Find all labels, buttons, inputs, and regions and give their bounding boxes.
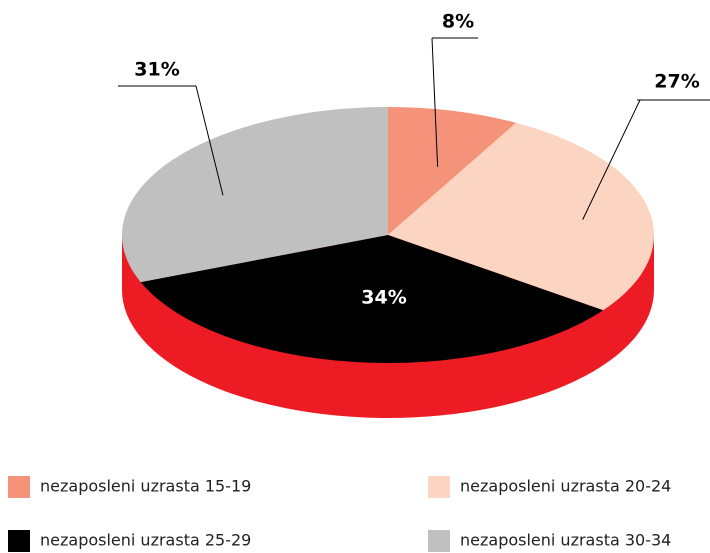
pie-slice xyxy=(388,122,654,311)
legend-label: nezaposleni uzrasta 20-24 xyxy=(460,477,671,496)
legend-swatch xyxy=(428,476,450,498)
legend-label: nezaposleni uzrasta 25-29 xyxy=(40,531,251,550)
legend-swatch xyxy=(8,476,30,498)
pie-slice xyxy=(140,235,604,363)
pie-slice xyxy=(122,107,389,283)
value-label: 31% xyxy=(134,59,179,81)
legend-swatch xyxy=(8,530,30,552)
leader-line xyxy=(582,99,641,220)
value-label: 27% xyxy=(654,71,699,93)
value-label: 34% xyxy=(361,287,406,309)
legend-label: nezaposleni uzrasta 30-34 xyxy=(460,531,671,550)
value-label: 8% xyxy=(442,11,474,33)
leader-line xyxy=(431,37,439,167)
legend-label: nezaposleni uzrasta 15-19 xyxy=(40,477,251,496)
legend-swatch xyxy=(428,530,450,552)
pie-slice xyxy=(388,107,517,235)
leader-line xyxy=(195,85,224,196)
